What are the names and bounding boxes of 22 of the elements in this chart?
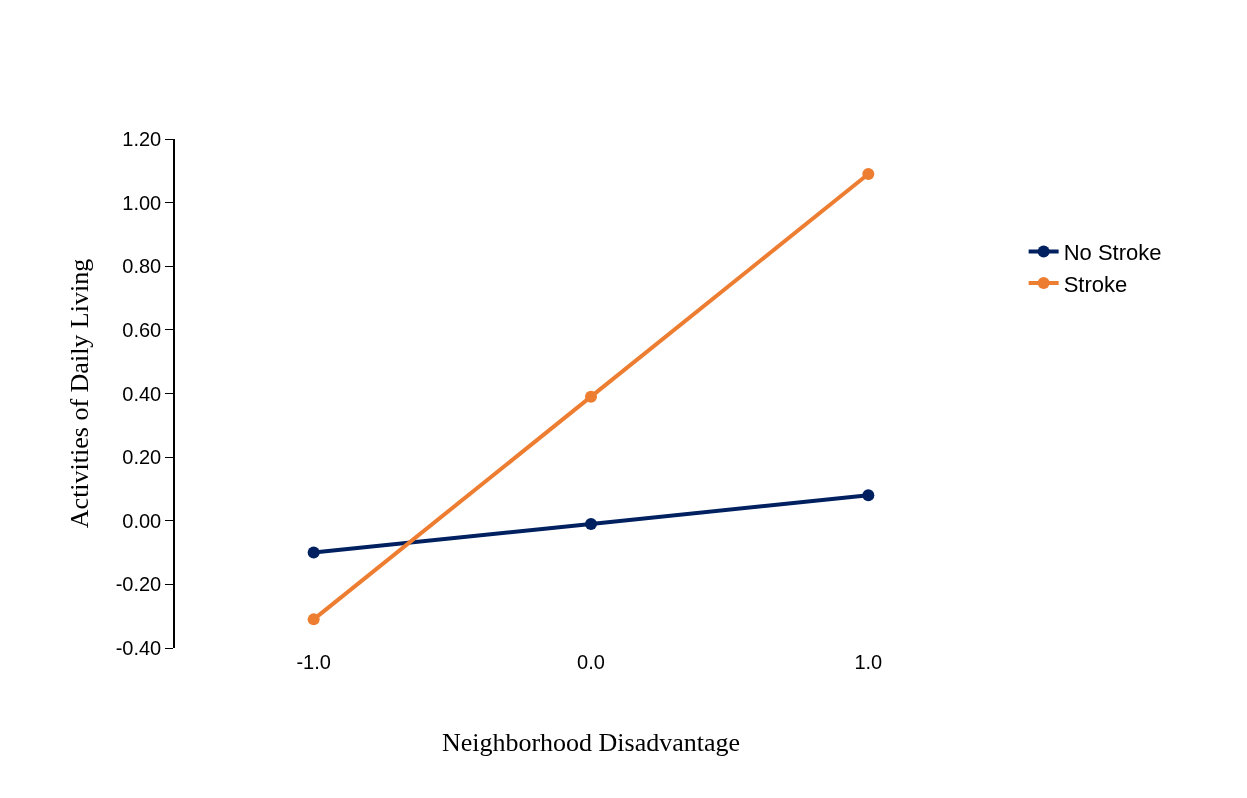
y-tick-label: 0.00 xyxy=(122,509,162,532)
y-tick-label: 0.60 xyxy=(122,318,162,341)
y-tick-label: 0.40 xyxy=(122,382,162,405)
x-tick-label: 1.0 xyxy=(854,651,883,673)
y-tick-label: 1.00 xyxy=(122,191,162,214)
y-tick-label: 1.20 xyxy=(122,128,162,150)
point xyxy=(862,489,875,502)
point xyxy=(585,517,597,530)
x-tick-label: -1.0 xyxy=(296,651,331,673)
point xyxy=(862,167,875,180)
point xyxy=(307,546,320,559)
y-tick-label: 0.80 xyxy=(122,255,162,278)
y-tick-label: -0.20 xyxy=(115,573,162,596)
point xyxy=(307,613,320,626)
y-tick-label: 0.20 xyxy=(122,446,162,469)
legend-label: No Stroke xyxy=(1063,240,1162,265)
y-tick-label: -0.40 xyxy=(115,637,162,659)
x-axis-title: Neighborhood Disadvantage xyxy=(441,727,741,757)
point xyxy=(585,390,597,403)
x-tick-label: 0.0 xyxy=(577,651,605,673)
legend-label: Stroke xyxy=(1063,271,1128,297)
y-axis-title: Activities of Daily Living xyxy=(64,258,94,529)
